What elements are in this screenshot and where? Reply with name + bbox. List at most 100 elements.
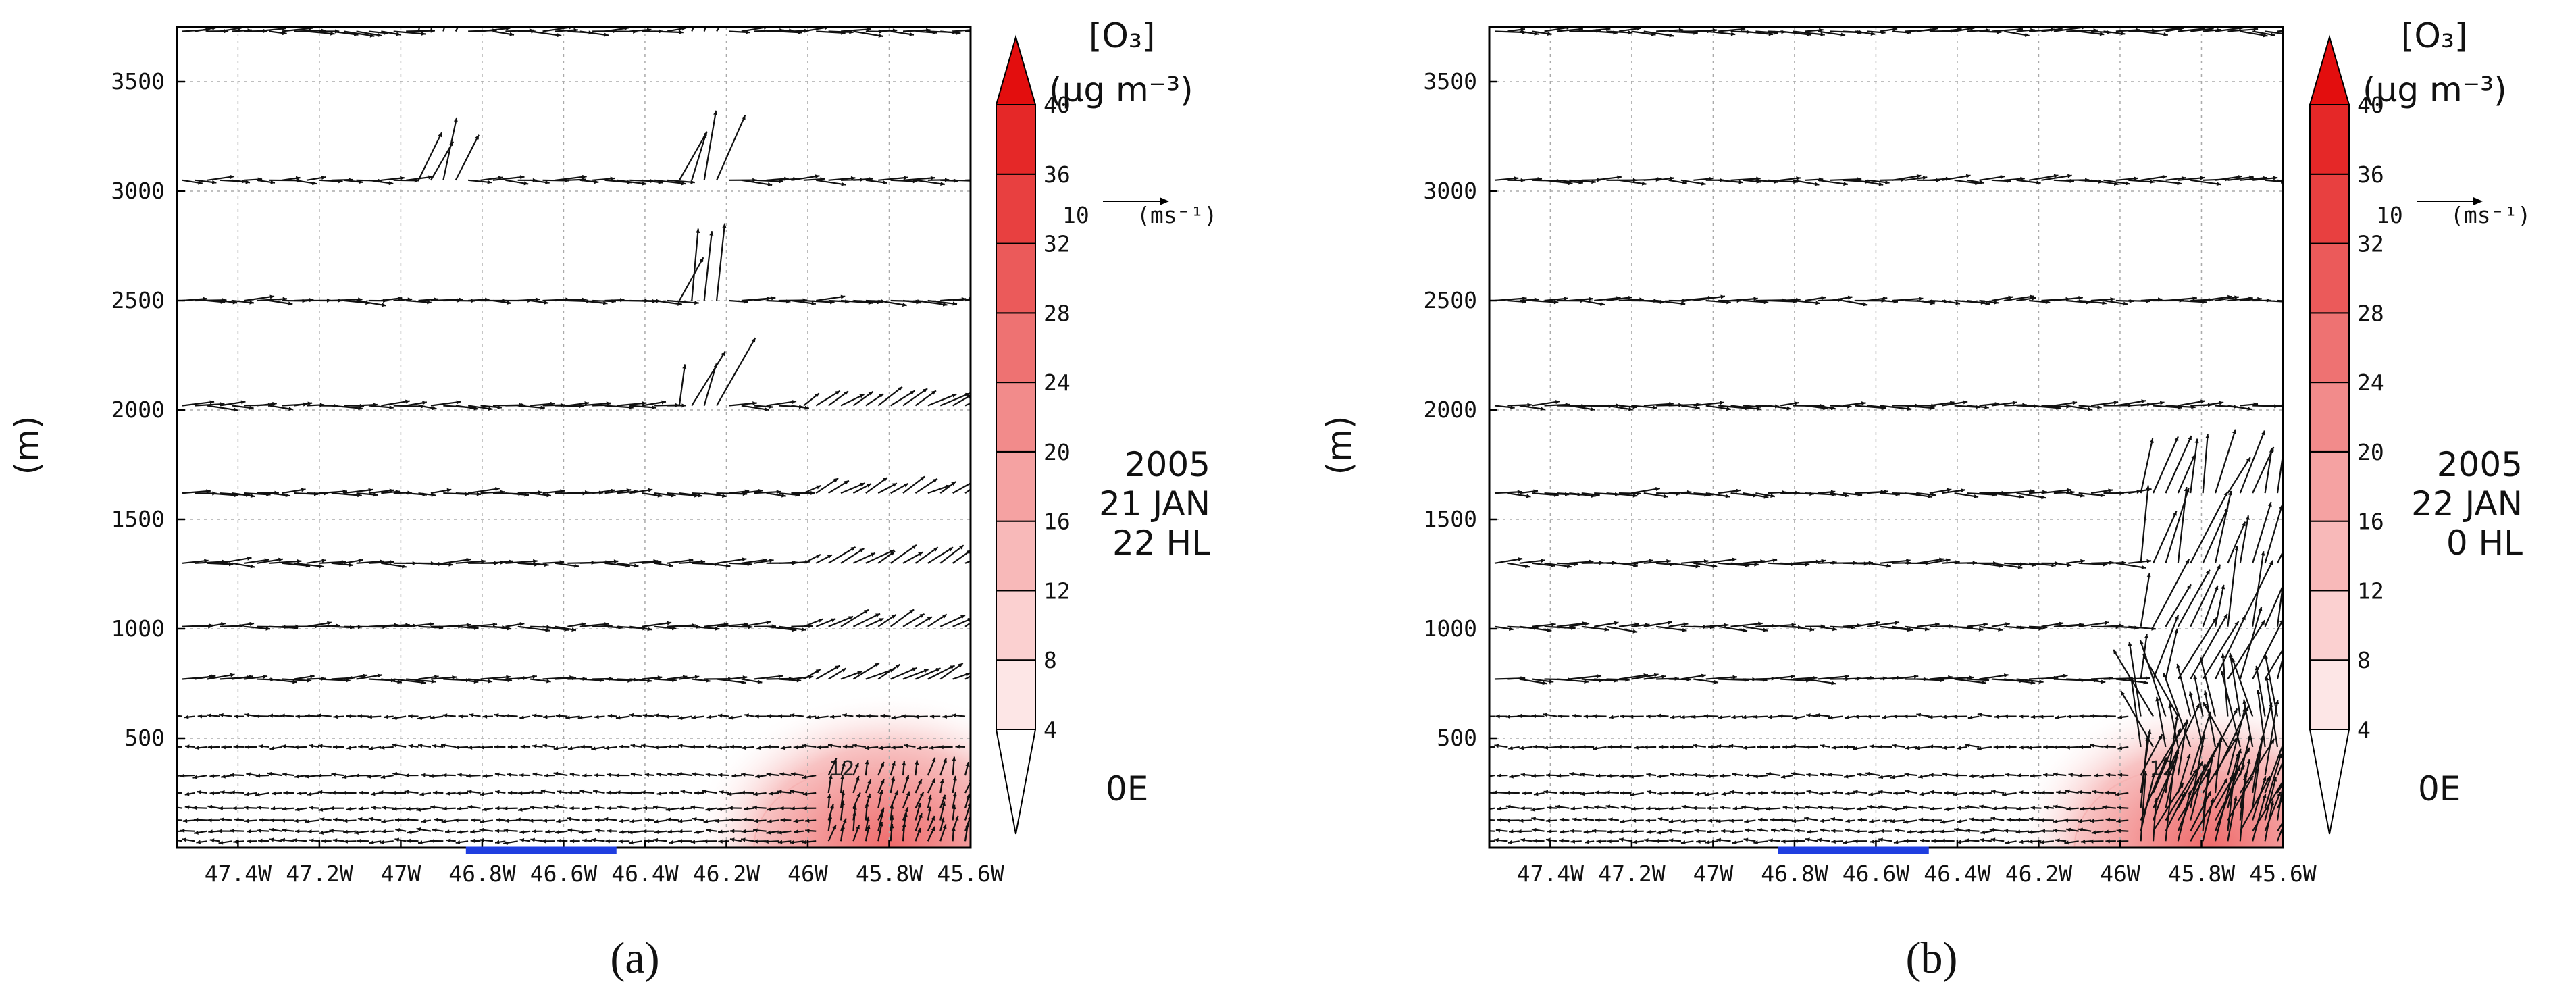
wind-arrowhead (694, 301, 699, 305)
wind-arrowhead (1609, 715, 1614, 719)
wind-arrowhead (1745, 791, 1751, 796)
wind-arrowhead (1547, 31, 1552, 36)
wind-arrowhead (1655, 487, 1660, 492)
wind-arrowhead (422, 401, 427, 405)
wind-arrowhead (542, 744, 548, 748)
wind-arrowhead (1617, 744, 1622, 749)
wind-vector (1818, 675, 1849, 680)
wind-vector (716, 558, 747, 564)
wind-arrowhead (2146, 488, 2152, 492)
wind-arrowhead (756, 746, 762, 750)
wind-arrowhead (1957, 806, 1961, 810)
wind-arrowhead (2028, 817, 2034, 821)
wind-vector (2227, 546, 2238, 627)
wind-arrowhead (790, 806, 795, 811)
wind-arrowhead (653, 838, 659, 842)
wind-arrowhead (1952, 714, 1957, 719)
wind-arrowhead (565, 715, 570, 720)
wind-vector (2177, 719, 2188, 776)
wind-arrowhead (2192, 769, 2197, 774)
wind-arrowhead (269, 827, 274, 832)
wind-arrowhead (208, 829, 213, 834)
wind-vector (2264, 504, 2283, 564)
wind-arrowhead (602, 301, 608, 305)
wind-arrowhead (2273, 176, 2278, 180)
wind-arrowhead (931, 826, 935, 831)
wind-vector (1494, 557, 1523, 564)
x-tick-label: 46.4W (1924, 860, 1990, 887)
wind-arrowhead (1981, 680, 1986, 685)
x-tick-label: 45.8W (856, 860, 923, 887)
wind-arrowhead (1597, 674, 1602, 679)
wind-arrowhead (2205, 569, 2210, 575)
wind-arrowhead (755, 774, 760, 779)
wind-arrowhead (538, 490, 542, 495)
wind-arrowhead (1980, 830, 1986, 835)
wind-arrowhead (667, 744, 672, 749)
wind-arrowhead (1944, 807, 1949, 812)
wind-arrowhead (667, 772, 672, 777)
wind-vector (1892, 174, 1922, 181)
wind-arrowhead (297, 559, 302, 564)
wind-arrowhead (1867, 804, 1872, 809)
wind-arrowhead (259, 817, 263, 823)
wind-vector (319, 561, 346, 564)
colorbar-upper-extension (2309, 34, 2350, 105)
wind-arrowhead (810, 490, 815, 495)
wind-arrowhead (917, 746, 922, 750)
wind-vector (455, 134, 480, 181)
wind-arrowhead (1570, 806, 1575, 811)
wind-arrowhead (931, 778, 935, 783)
wind-arrowhead (613, 559, 619, 564)
wind-arrowhead (1753, 715, 1758, 719)
wind-arrowhead (2214, 585, 2219, 590)
wind-arrowhead (777, 790, 782, 794)
wind-arrowhead (1543, 713, 1548, 717)
wind-arrowhead (1754, 806, 1759, 811)
wind-vector (443, 623, 471, 627)
wind-vector (852, 662, 880, 680)
wind-arrowhead (1916, 713, 1922, 717)
wind-vector (902, 475, 925, 494)
wind-arrowhead (357, 838, 361, 844)
wind-arrowhead (2174, 754, 2179, 759)
y-tick-label: 1500 (111, 506, 165, 532)
wind-arrowhead (2186, 754, 2191, 759)
wind-arrowhead (2012, 401, 2017, 405)
wind-arrowhead (1682, 627, 1687, 632)
wind-arrowhead (841, 761, 846, 767)
colorbar-tick-label: 4 (2357, 717, 2371, 743)
date-label-line: 0 HL (2446, 523, 2523, 563)
wind-arrowhead (2063, 673, 2068, 678)
wind-vector (2255, 665, 2266, 717)
wind-arrowhead (507, 745, 513, 750)
wind-arrowhead (935, 668, 941, 672)
y-tick-label: 2000 (111, 396, 165, 423)
wind-arrowhead (244, 819, 249, 823)
wind-arrowhead (1903, 714, 1908, 719)
wind-vector (1519, 405, 1545, 411)
wind-vector (356, 299, 387, 307)
wind-arrowhead (2019, 494, 2024, 499)
wind-arrowhead (793, 745, 798, 750)
wind-vector (2177, 569, 2211, 627)
wind-arrowhead (392, 771, 397, 777)
wind-arrowhead (705, 807, 711, 812)
wind-arrowhead (244, 806, 249, 810)
wind-arrowhead (1572, 817, 1577, 822)
wind-vector (2066, 29, 2098, 32)
wind-arrowhead (952, 756, 956, 762)
colorbar-tick-label: 28 (2357, 300, 2384, 326)
wind-arrowhead (467, 804, 473, 810)
wind-arrowhead (829, 715, 835, 719)
wind-arrowhead (828, 774, 833, 779)
wind-arrowhead (1628, 714, 1634, 719)
wind-arrowhead (989, 297, 994, 301)
wind-vector (754, 675, 783, 680)
wind-arrowhead (654, 819, 659, 824)
wind-arrowhead (1707, 829, 1711, 834)
wind-vector (2227, 796, 2237, 842)
wind-arrowhead (742, 115, 746, 120)
wind-arrowhead (258, 744, 263, 749)
wind-arrowhead (1882, 297, 1888, 301)
